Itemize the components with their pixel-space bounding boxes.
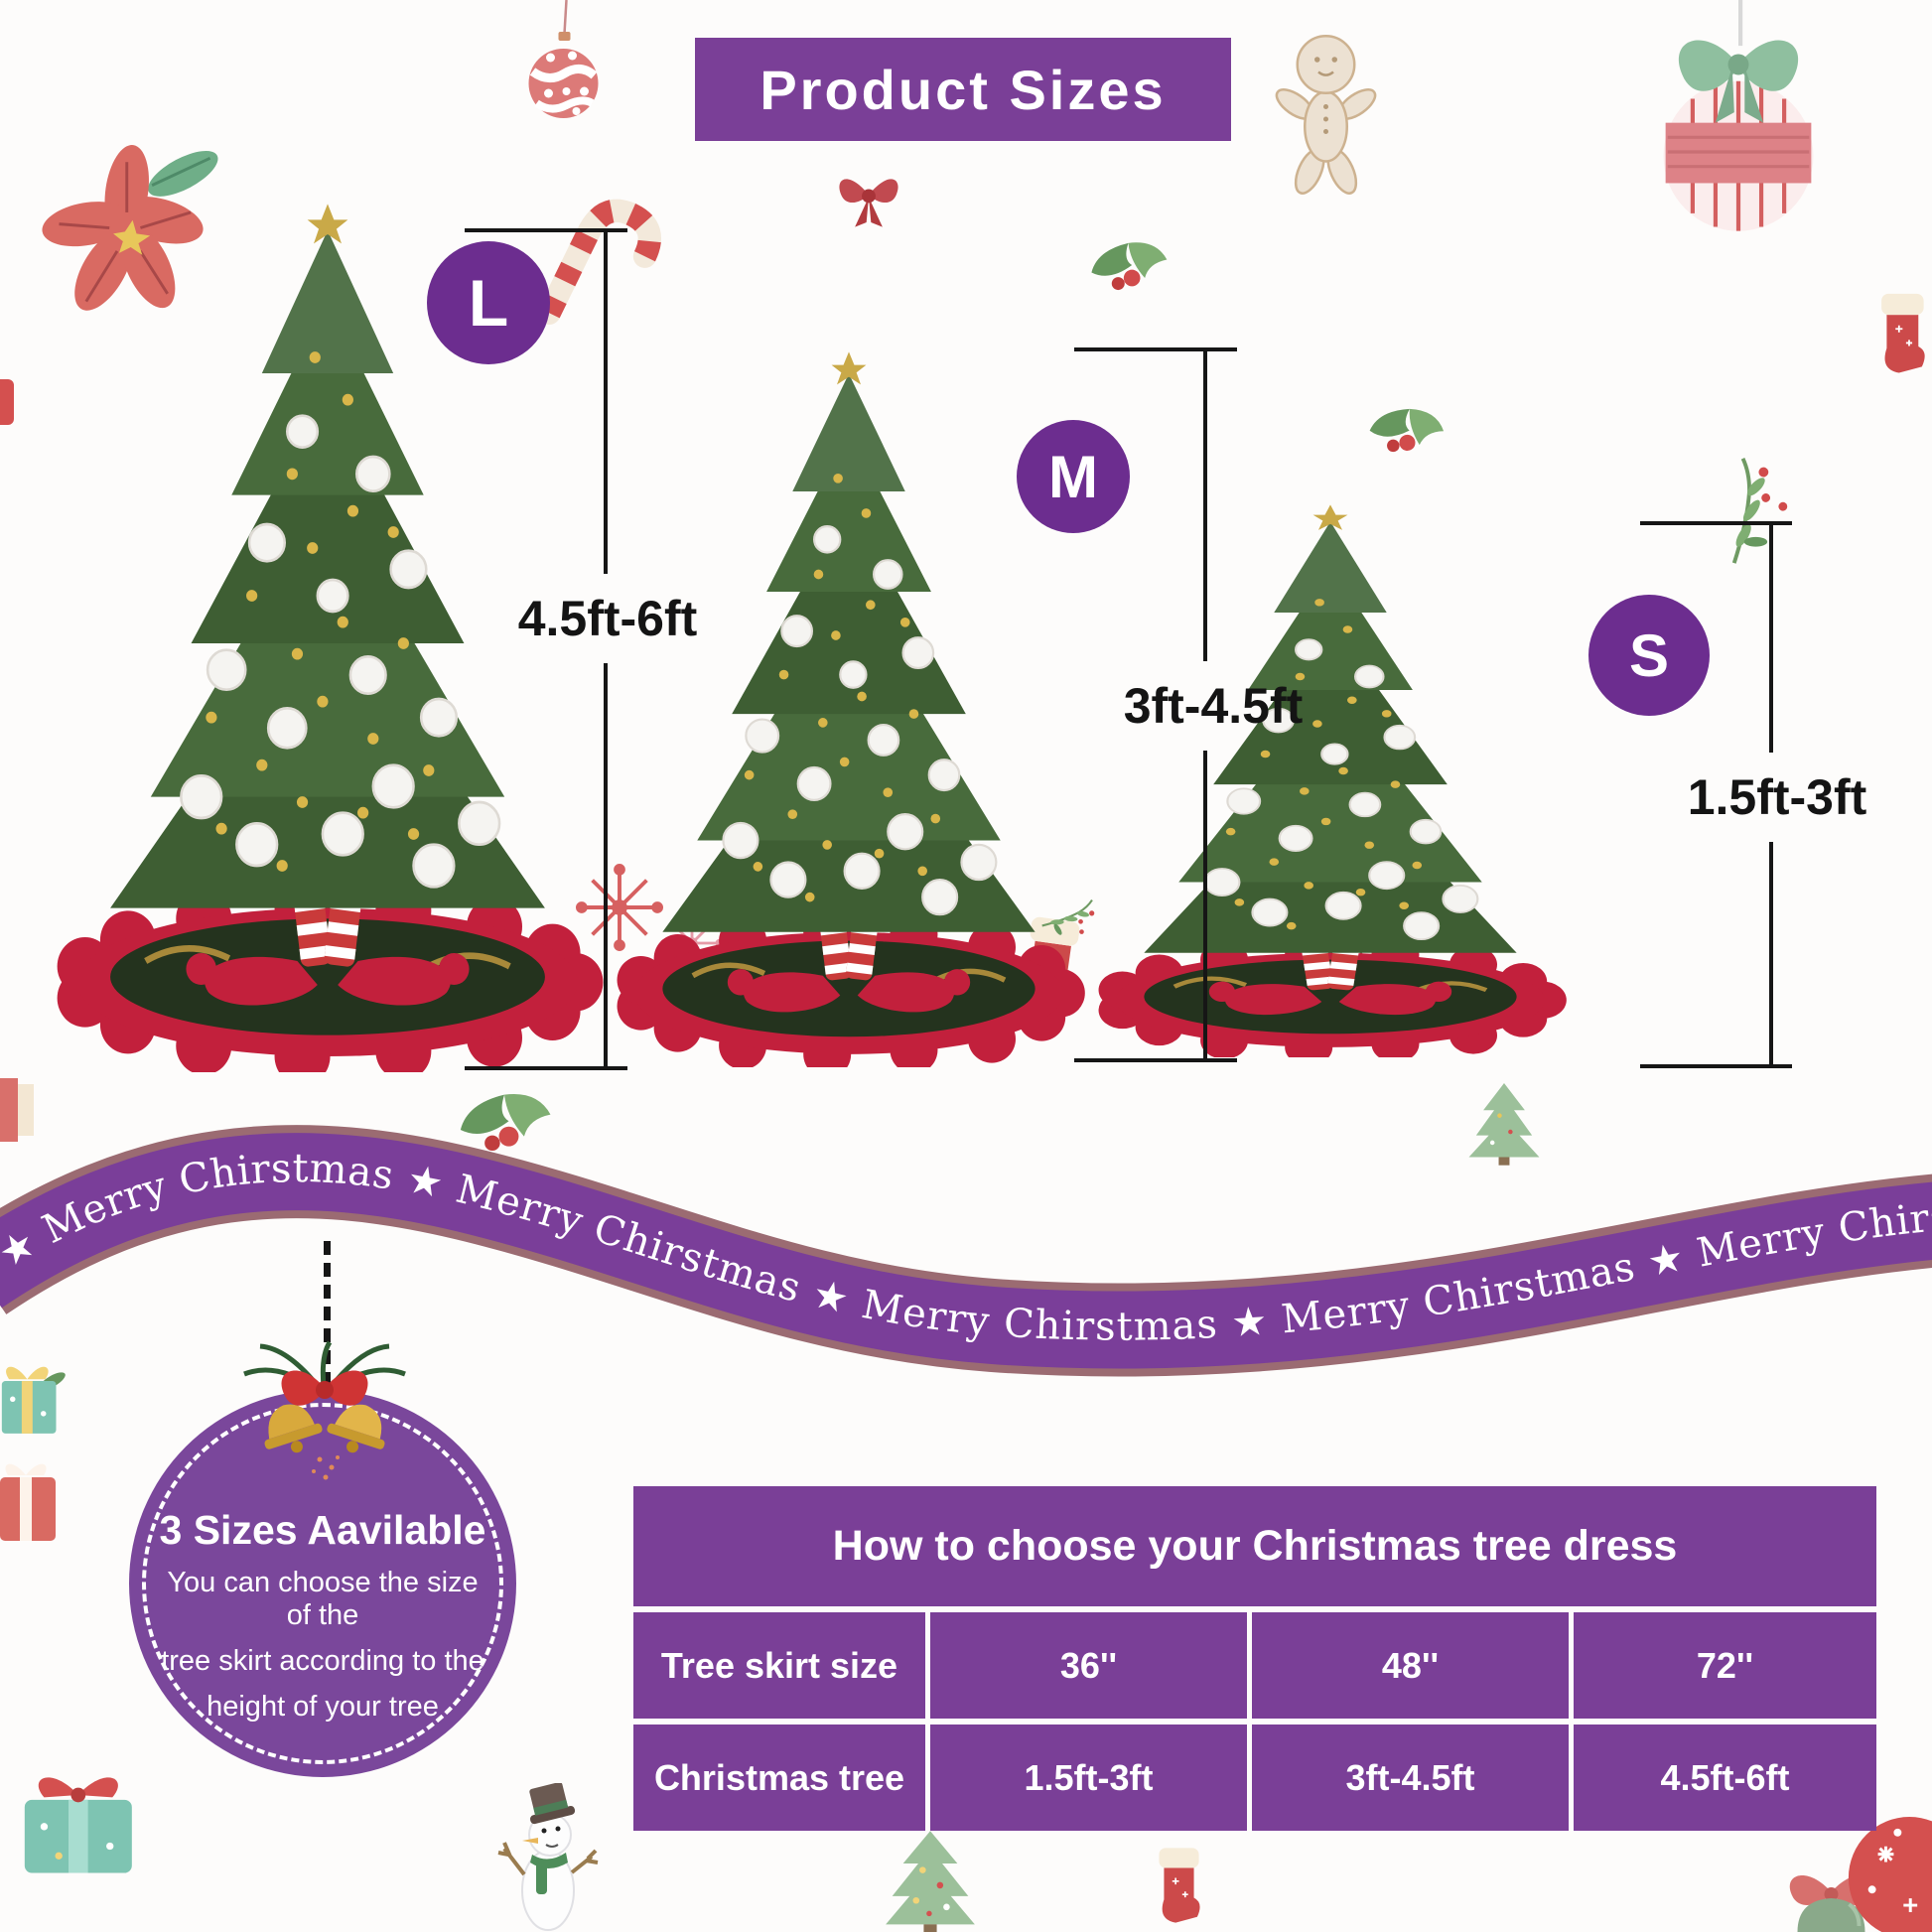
sizes-available-badge: 3 Sizes Aavilable You can choose the siz… (129, 1390, 516, 1777)
small-tree-icon (1468, 1082, 1540, 1166)
table-cell: 4.5ft-6ft (1574, 1725, 1876, 1831)
bracket-line (1769, 842, 1773, 1066)
bells-bow-icon (243, 1340, 406, 1480)
bracket-line (604, 230, 608, 574)
holly-icon (1084, 226, 1172, 318)
size-chart-table: How to choose your Christmas tree dress … (633, 1486, 1876, 1831)
table-title-text: How to choose your Christmas tree dress (832, 1522, 1678, 1570)
small-tree-icon (886, 1831, 975, 1932)
size-badge-medium: M (1017, 420, 1130, 533)
height-range-large: 4.5ft-6ft (517, 591, 698, 646)
merry-christmas-ribbon: ★ Merry Chirstmas ★ Merry Chirstmas ★ Me… (0, 1072, 1932, 1377)
table-row-skirt-size: Tree skirt size 36'' 48'' 72'' (633, 1612, 1876, 1719)
size-badge-small: S (1588, 595, 1710, 716)
bracket-cap (1640, 1064, 1792, 1068)
height-range-small: 1.5ft-3ft (1687, 769, 1867, 825)
poinsettia-icon (42, 145, 218, 311)
holly-icon (1354, 382, 1453, 489)
medium-tree-image (611, 347, 1087, 1067)
bracket-cap (1074, 347, 1237, 351)
hanging-ornament-icon (528, 0, 599, 118)
bow-icon (839, 179, 898, 227)
bracket-line (1769, 523, 1773, 753)
table-cell: 72'' (1574, 1612, 1876, 1719)
table-title: How to choose your Christmas tree dress (633, 1486, 1876, 1606)
table-cell: 48'' (1252, 1612, 1569, 1719)
edge-stocking (0, 1078, 34, 1142)
dashed-ring (142, 1403, 503, 1764)
page-title-banner: Product Sizes (695, 38, 1231, 141)
size-letter: S (1628, 621, 1670, 689)
dashed-connector-line (324, 1241, 331, 1386)
bracket-line (604, 663, 608, 1068)
table-row-tree-height: Christmas tree 1.5ft-3ft 3ft-4.5ft 4.5ft… (633, 1725, 1876, 1831)
stocking-icon (1874, 288, 1932, 389)
ornament-ball-icon (1848, 1817, 1932, 1932)
height-range-medium: 3ft-4.5ft (1123, 678, 1304, 734)
gingerbread-man-icon (1275, 35, 1377, 195)
gift-box-icon (0, 1463, 56, 1541)
table-cell: 1.5ft-3ft (930, 1725, 1247, 1831)
gift-box-icon (24, 1777, 132, 1873)
bracket-line (1203, 349, 1207, 661)
bracket-cap (1640, 521, 1792, 525)
bracket-cap (465, 1066, 627, 1070)
bracket-cap (465, 228, 627, 232)
gift-box-icon (1, 1366, 66, 1434)
size-badge-large: L (427, 241, 550, 364)
size-letter: L (468, 266, 509, 340)
striped-bauble-icon (1663, 0, 1814, 231)
row-header-cell: Tree skirt size (633, 1612, 925, 1719)
small-tree-image (1092, 501, 1569, 1057)
bracket-line (1203, 751, 1207, 1060)
edge-ornament (0, 379, 14, 425)
snowman-icon (497, 1783, 599, 1931)
berry-sprig-icon (1686, 434, 1829, 575)
stocking-icon (1142, 1845, 1221, 1932)
size-letter: M (1048, 443, 1098, 510)
row-header-cell: Christmas tree (633, 1725, 925, 1831)
bracket-cap (1074, 1058, 1237, 1062)
page-title: Product Sizes (759, 58, 1167, 121)
table-cell: 36'' (930, 1612, 1247, 1719)
table-cell: 3ft-4.5ft (1252, 1725, 1569, 1831)
